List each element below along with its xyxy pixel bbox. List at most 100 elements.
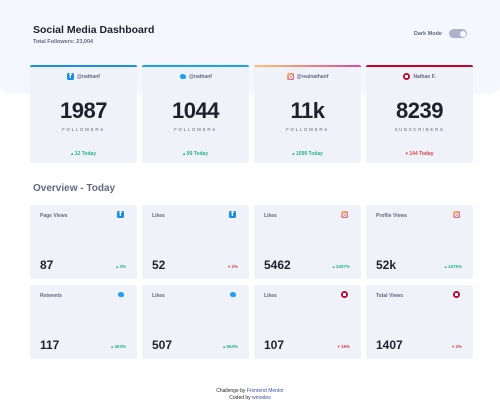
instagram-followers-card[interactable]: @realnathanf 11k FOLLOWERS ▴ 1099 Today xyxy=(254,65,361,163)
metric-change: ▾ 3% xyxy=(452,344,462,350)
metric-label: Likes xyxy=(264,213,277,219)
up-arrow-icon: ▴ xyxy=(115,264,120,269)
metric-change: ▴ 3% xyxy=(116,264,126,270)
overview-grid: Page Views 87 ▴ 3% Likes 52 ▾ 2% Likes 5… xyxy=(30,205,473,359)
follower-delta: ▴ 99 Today xyxy=(142,151,249,157)
instagram-icon xyxy=(286,73,294,80)
change-text: 553% xyxy=(226,344,238,349)
attribution-text: Challenge by xyxy=(216,388,246,394)
dark-mode-label: Dark Mode xyxy=(413,30,442,37)
attribution-line: Challenge by Frontend Mentor xyxy=(0,388,500,395)
metric-value: 1407 xyxy=(376,338,403,352)
overview-card[interactable]: Likes 107 ▾ 19% xyxy=(254,285,361,359)
metric-label: Likes xyxy=(264,293,277,299)
total-followers: Total Followers: 23,004 xyxy=(33,39,94,45)
follower-delta: ▴ 12 Today xyxy=(30,151,137,157)
metric-change: ▴ 303% xyxy=(111,344,126,350)
metric-change: ▴ 553% xyxy=(223,344,238,350)
change-text: 2% xyxy=(231,264,238,269)
metric-change: ▾ 2% xyxy=(228,264,238,270)
dark-mode-toggle[interactable] xyxy=(449,29,467,38)
metric-value: 507 xyxy=(152,338,173,352)
metric-label: Retweets xyxy=(40,293,62,299)
overview-card[interactable]: Profile Views 52k ▴ 1375% xyxy=(366,205,473,279)
overview-card[interactable]: Total Views 1407 ▾ 3% xyxy=(366,285,473,359)
change-text: 303% xyxy=(114,344,126,349)
twitter-followers-card[interactable]: @nathanf 1044 FOLLOWERS ▴ 99 Today xyxy=(142,65,249,163)
follower-count: 1044 xyxy=(172,98,219,123)
up-arrow-icon: ▴ xyxy=(332,264,336,269)
frontend-mentor-link[interactable]: Frontend Mentor xyxy=(246,388,284,394)
handle-text: @nathanf xyxy=(77,73,100,80)
down-arrow-icon: ▾ xyxy=(337,344,341,349)
page-header: Social Media Dashboard Total Followers: … xyxy=(33,24,467,48)
follower-delta: ▴ 1099 Today xyxy=(254,151,361,157)
up-arrow-icon: ▴ xyxy=(222,344,227,349)
delta-text: 12 Today xyxy=(74,151,97,157)
down-arrow-icon: ▾ xyxy=(405,151,410,157)
overview-card[interactable]: Retweets 117 ▴ 303% xyxy=(30,285,137,359)
follower-unit: FOLLOWERS xyxy=(286,127,329,132)
handle-text: @nathanf xyxy=(189,73,212,80)
metric-value: 117 xyxy=(40,338,60,352)
follower-unit: FOLLOWERS xyxy=(62,127,105,132)
card-accent-bar xyxy=(142,65,249,67)
overview-card[interactable]: Likes 507 ▴ 553% xyxy=(142,285,249,359)
handle-text: @realnathanf xyxy=(296,73,329,80)
metric-value: 5462 xyxy=(264,258,291,272)
facebook-icon xyxy=(229,210,236,218)
handle-text: Nathan F. xyxy=(413,73,436,80)
dark-mode-control: Dark Mode xyxy=(414,29,467,38)
change-text: 19% xyxy=(340,344,350,349)
change-text: 1375% xyxy=(447,264,462,269)
metric-value: 52k xyxy=(376,258,397,272)
overview-heading: Overview - Today xyxy=(33,183,116,194)
twitter-icon xyxy=(117,291,124,298)
down-arrow-icon: ▾ xyxy=(227,264,232,269)
instagram-icon xyxy=(341,211,348,218)
metric-label: Page Views xyxy=(40,213,68,219)
metric-change: ▾ 19% xyxy=(337,344,350,350)
metric-change: ▴ 1375% xyxy=(444,264,462,270)
facebook-icon xyxy=(117,210,124,218)
card-accent-bar xyxy=(30,65,137,67)
follower-unit: FOLLOWERS xyxy=(174,127,217,132)
card-handle: @nathanf xyxy=(30,72,137,80)
metric-value: 87 xyxy=(40,258,54,272)
twitter-icon xyxy=(179,73,186,80)
up-arrow-icon: ▴ xyxy=(110,344,115,349)
down-arrow-icon: ▾ xyxy=(451,344,456,349)
attribution-line: Coded by wmodes xyxy=(0,395,500,402)
delta-text: 144 Today xyxy=(409,151,434,157)
metric-label: Likes xyxy=(152,293,165,299)
up-arrow-icon: ▴ xyxy=(182,151,187,157)
youtube-subscribers-card[interactable]: Nathan F. 8239 SUBSCRIBERS ▾ 144 Today xyxy=(366,65,473,163)
follower-count: 8239 xyxy=(396,98,443,123)
attribution-text: Coded by xyxy=(229,394,251,401)
page-title: Social Media Dashboard xyxy=(33,24,155,36)
change-text: 2257% xyxy=(335,264,350,269)
facebook-followers-card[interactable]: @nathanf 1987 FOLLOWERS ▴ 12 Today xyxy=(30,65,137,163)
author-link[interactable]: wmodes xyxy=(252,394,271,401)
delta-text: 1099 Today xyxy=(296,151,323,157)
card-handle: @nathanf xyxy=(142,73,249,80)
overview-card[interactable]: Likes 5462 ▴ 2257% xyxy=(254,205,361,279)
up-arrow-icon: ▴ xyxy=(444,264,448,269)
card-handle: Nathan F. xyxy=(366,73,473,80)
youtube-icon xyxy=(403,73,411,80)
youtube-icon xyxy=(341,291,348,298)
card-accent-bar xyxy=(254,65,361,67)
follower-count: 11k xyxy=(290,98,326,123)
overview-card[interactable]: Likes 52 ▾ 2% xyxy=(142,205,249,279)
card-handle: @realnathanf xyxy=(254,73,361,80)
overview-card[interactable]: Page Views 87 ▴ 3% xyxy=(30,205,137,279)
metric-change: ▴ 2257% xyxy=(332,264,350,270)
twitter-icon xyxy=(229,291,236,298)
card-accent-bar xyxy=(366,65,473,67)
up-arrow-icon: ▴ xyxy=(70,151,75,157)
youtube-icon xyxy=(453,291,460,298)
toggle-knob xyxy=(459,30,466,37)
metric-value: 107 xyxy=(264,338,285,352)
change-text: 3% xyxy=(455,344,462,349)
attribution-footer: Challenge by Frontend Mentor Coded by wm… xyxy=(0,388,500,401)
